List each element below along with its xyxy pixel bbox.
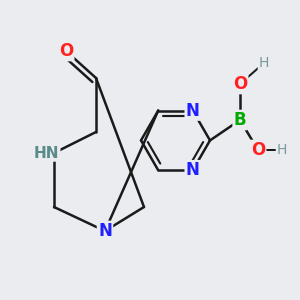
Text: N: N: [98, 222, 112, 240]
Text: H: H: [259, 56, 269, 70]
Text: HN: HN: [34, 146, 59, 160]
Text: N: N: [186, 101, 200, 119]
Text: H: H: [277, 143, 287, 157]
Text: O: O: [59, 42, 73, 60]
Text: B: B: [234, 111, 246, 129]
Text: O: O: [233, 75, 247, 93]
Text: O: O: [251, 141, 265, 159]
Text: N: N: [186, 161, 200, 179]
